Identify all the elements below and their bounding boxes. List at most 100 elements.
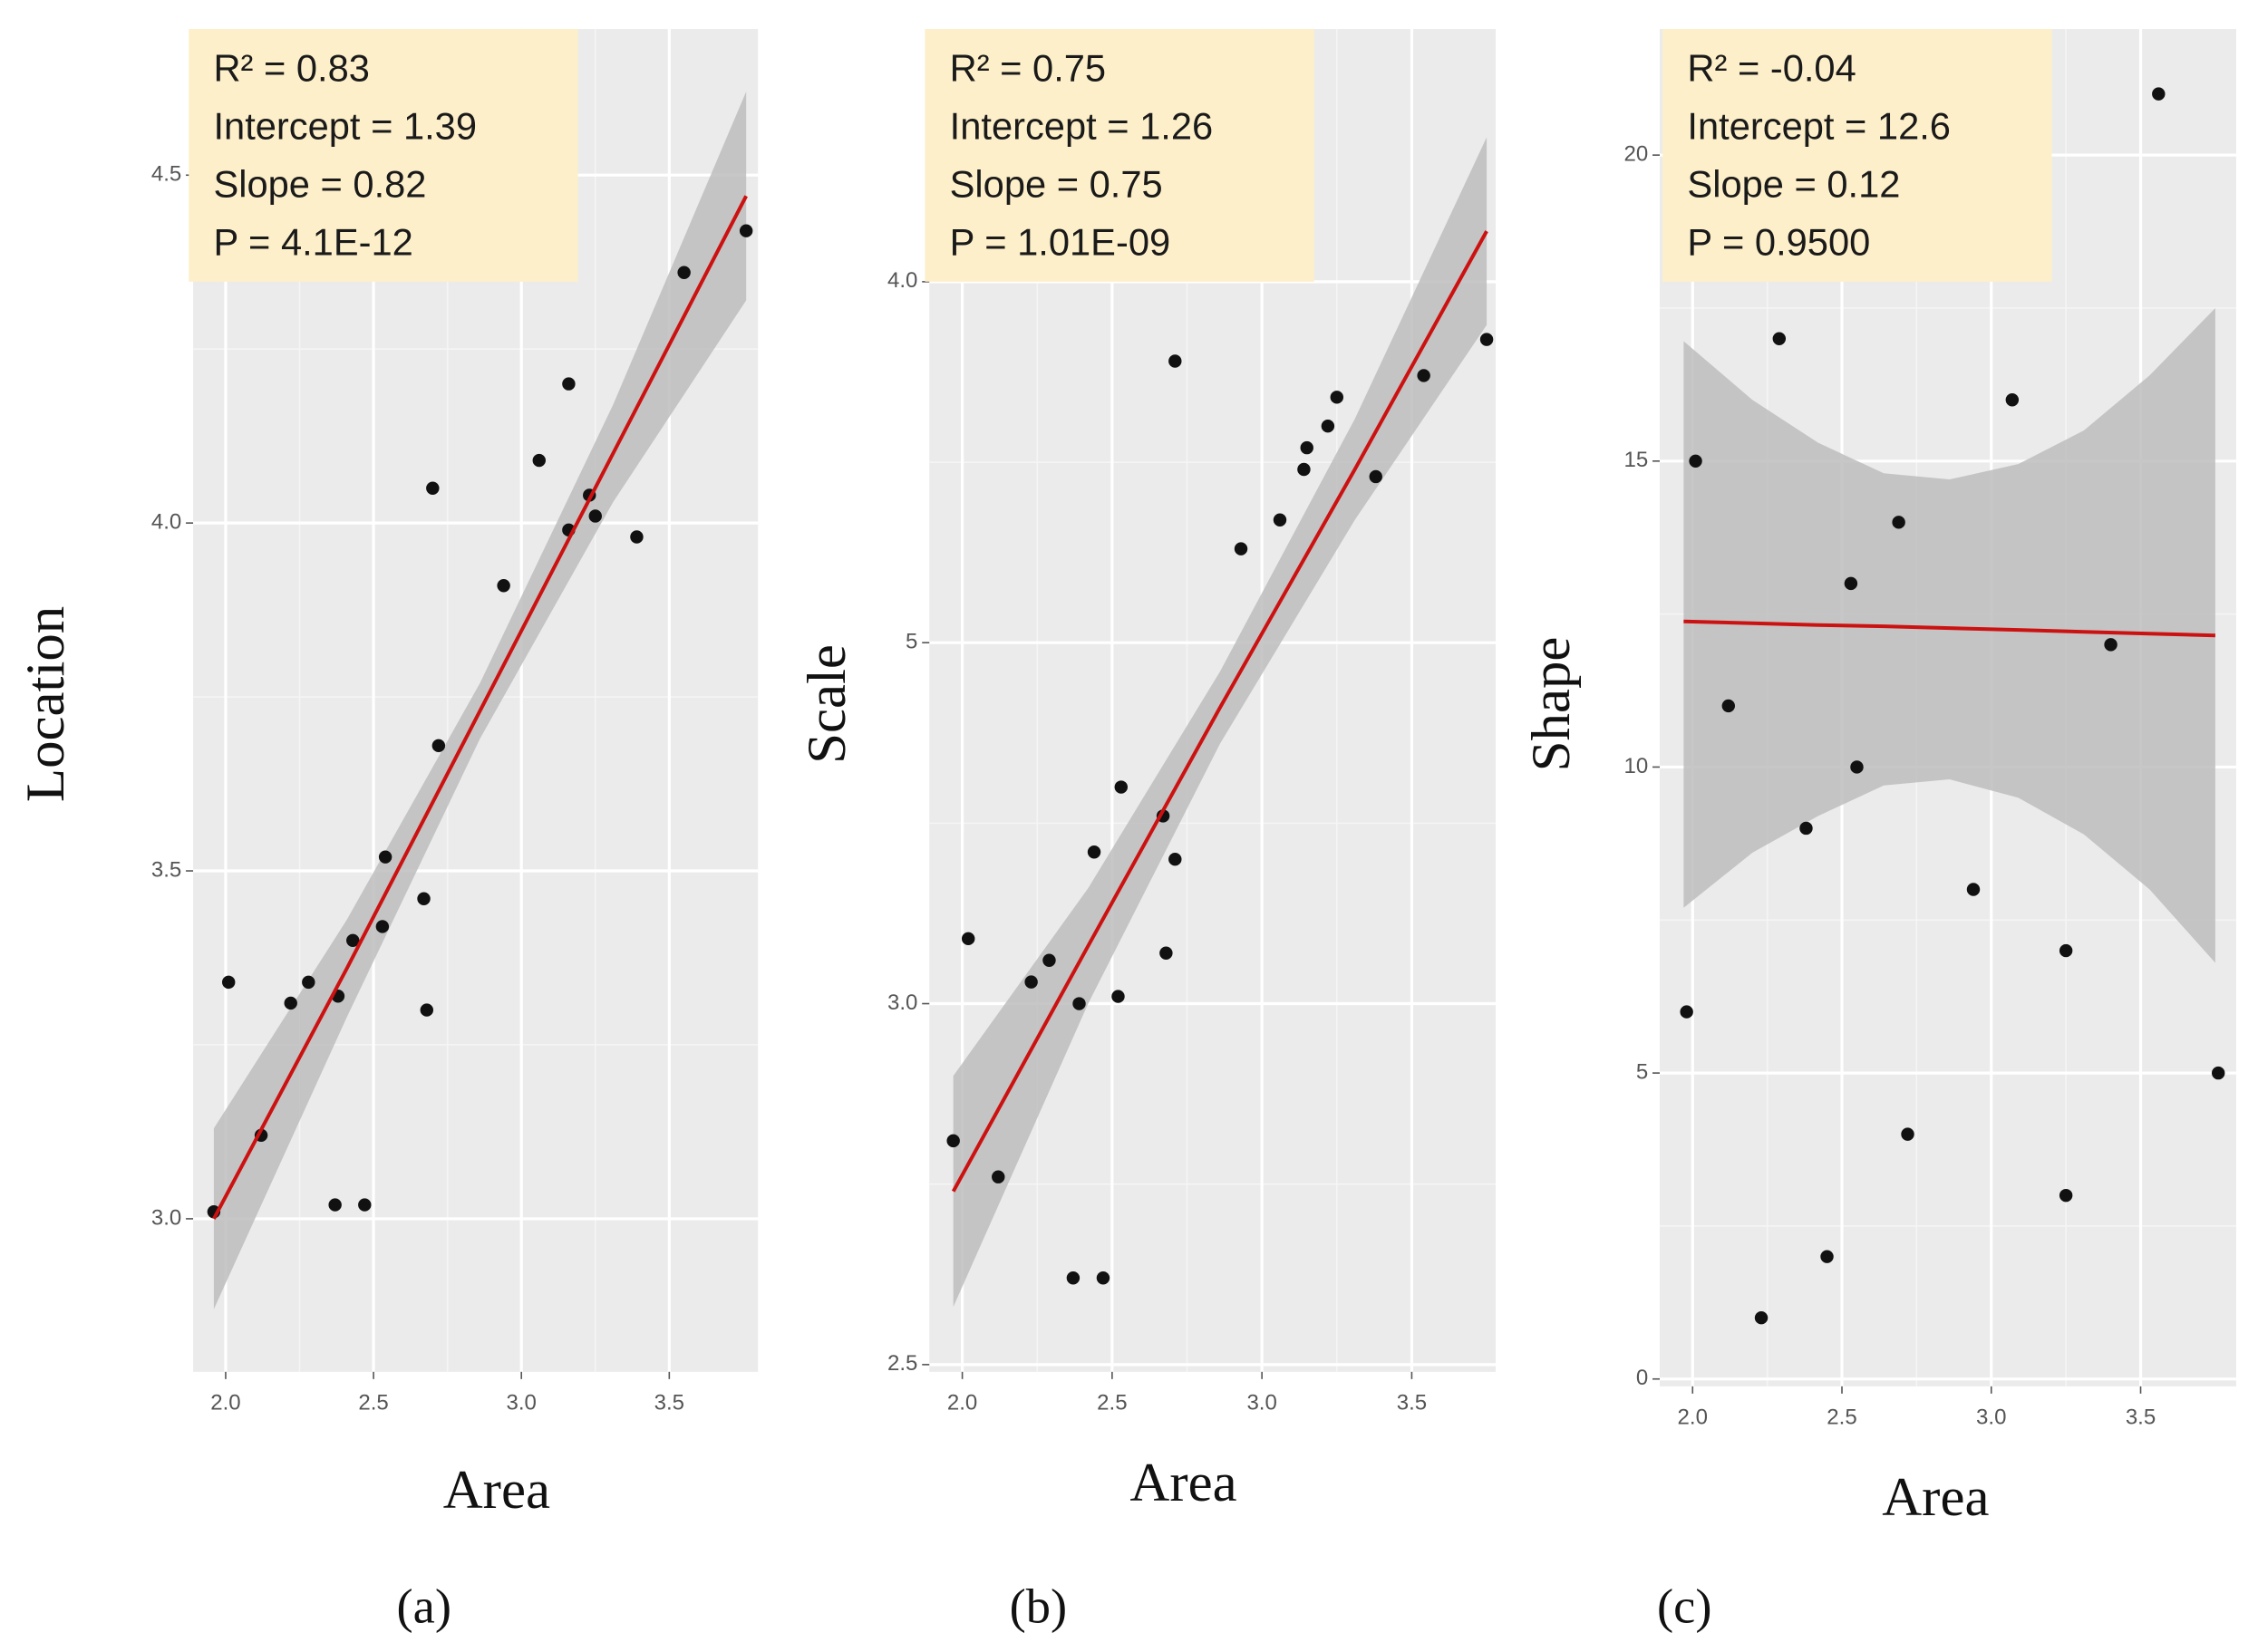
y-tick-label: 2.5 xyxy=(887,1351,917,1376)
point xyxy=(992,1170,1005,1183)
point xyxy=(2211,1066,2225,1080)
annotation: R² = -0.04 xyxy=(1687,46,1856,89)
point xyxy=(1901,1127,1914,1141)
x-tick-label: 3.0 xyxy=(1976,1405,2006,1429)
point xyxy=(1850,760,1864,774)
annotation-box xyxy=(189,29,578,282)
y-tick-label: 4.0 xyxy=(151,509,181,534)
annotation: P = 1.01E-09 xyxy=(950,221,1170,264)
point xyxy=(302,975,315,990)
point xyxy=(378,850,392,864)
point xyxy=(1042,953,1056,967)
annotation-box xyxy=(1662,29,2052,282)
x-tick-label: 3.5 xyxy=(2126,1405,2156,1429)
x-tick-label: 2.0 xyxy=(1678,1405,1708,1429)
y-tick-label: 3.0 xyxy=(887,990,917,1015)
point xyxy=(1689,454,1702,469)
y-axis-title: Shape xyxy=(1521,637,1582,772)
point xyxy=(1087,845,1101,859)
point xyxy=(946,1134,960,1148)
point xyxy=(431,739,446,753)
point xyxy=(1168,852,1182,866)
x-tick-label: 2.0 xyxy=(947,1390,977,1415)
point xyxy=(426,481,440,495)
point xyxy=(1772,332,1787,345)
point xyxy=(1297,462,1311,477)
point xyxy=(532,453,546,468)
point xyxy=(1844,576,1858,591)
x-tick-label: 2.5 xyxy=(1827,1405,1856,1429)
confidence-band xyxy=(1683,307,2215,963)
caption: (b) xyxy=(1010,1579,1068,1634)
point xyxy=(2152,87,2166,101)
fit-line xyxy=(951,230,1488,1193)
caption: (a) xyxy=(397,1579,451,1634)
annotation: Intercept = 1.26 xyxy=(950,105,1214,148)
y-tick-label: 15 xyxy=(1623,448,1648,472)
point xyxy=(1024,975,1038,989)
annotation: R² = 0.83 xyxy=(213,46,369,89)
point xyxy=(1096,1271,1110,1285)
point xyxy=(2005,393,2020,407)
point xyxy=(961,932,975,946)
point xyxy=(1417,369,1430,382)
x-axis-title: Area xyxy=(443,1460,550,1521)
y-tick-label: 0 xyxy=(1636,1366,1648,1390)
y-axis-title: Scale xyxy=(797,644,858,764)
point xyxy=(1799,821,1813,836)
point xyxy=(1330,391,1344,404)
point xyxy=(2059,943,2073,958)
x-tick-label: 2.5 xyxy=(1097,1390,1127,1415)
point xyxy=(677,266,691,279)
point xyxy=(1479,333,1494,346)
point xyxy=(1114,780,1128,794)
y-tick-label: 20 xyxy=(1623,141,1648,166)
x-tick-label: 3.5 xyxy=(1397,1390,1427,1415)
annotation: Intercept = 1.39 xyxy=(213,105,477,148)
point xyxy=(2104,638,2117,652)
x-tick-label: 3.5 xyxy=(654,1390,684,1415)
x-tick-label: 2.5 xyxy=(358,1390,388,1415)
point xyxy=(630,530,644,544)
y-axis-title: Location xyxy=(15,606,76,802)
point xyxy=(1111,990,1125,1003)
point xyxy=(1159,946,1173,960)
point xyxy=(328,1198,342,1212)
point xyxy=(221,975,236,990)
fit-line xyxy=(1683,619,2215,638)
point xyxy=(1072,997,1086,1010)
x-tick-label: 3.0 xyxy=(507,1390,537,1415)
point xyxy=(2059,1188,2073,1203)
fit-line xyxy=(212,195,748,1220)
point xyxy=(739,224,753,237)
point xyxy=(1300,440,1313,455)
annotation: P = 0.9500 xyxy=(1687,221,1870,264)
point xyxy=(1680,1005,1693,1019)
point xyxy=(417,892,431,905)
x-tick-label: 2.0 xyxy=(210,1390,240,1415)
point xyxy=(588,509,602,523)
annotation: P = 4.1E-12 xyxy=(213,221,412,264)
confidence-band xyxy=(213,92,747,1309)
annotation: Slope = 0.12 xyxy=(1687,163,1900,206)
annotation: Slope = 0.75 xyxy=(950,163,1163,206)
point xyxy=(375,920,390,933)
point xyxy=(1892,516,1905,529)
annotation: Intercept = 12.6 xyxy=(1687,105,1951,148)
caption: (c) xyxy=(1657,1579,1711,1634)
point xyxy=(358,1198,372,1212)
point xyxy=(1321,419,1335,433)
x-axis-title: Area xyxy=(1882,1467,1989,1528)
annotation: Slope = 0.82 xyxy=(213,163,426,206)
point xyxy=(1234,542,1248,555)
point xyxy=(497,579,510,593)
x-axis-title: Area xyxy=(1129,1453,1236,1513)
point xyxy=(1369,469,1382,484)
point xyxy=(1966,883,1981,896)
annotation-box xyxy=(925,29,1314,282)
point xyxy=(1273,513,1287,527)
x-tick-label: 3.0 xyxy=(1246,1390,1276,1415)
point xyxy=(1820,1250,1834,1263)
point xyxy=(1754,1311,1769,1325)
